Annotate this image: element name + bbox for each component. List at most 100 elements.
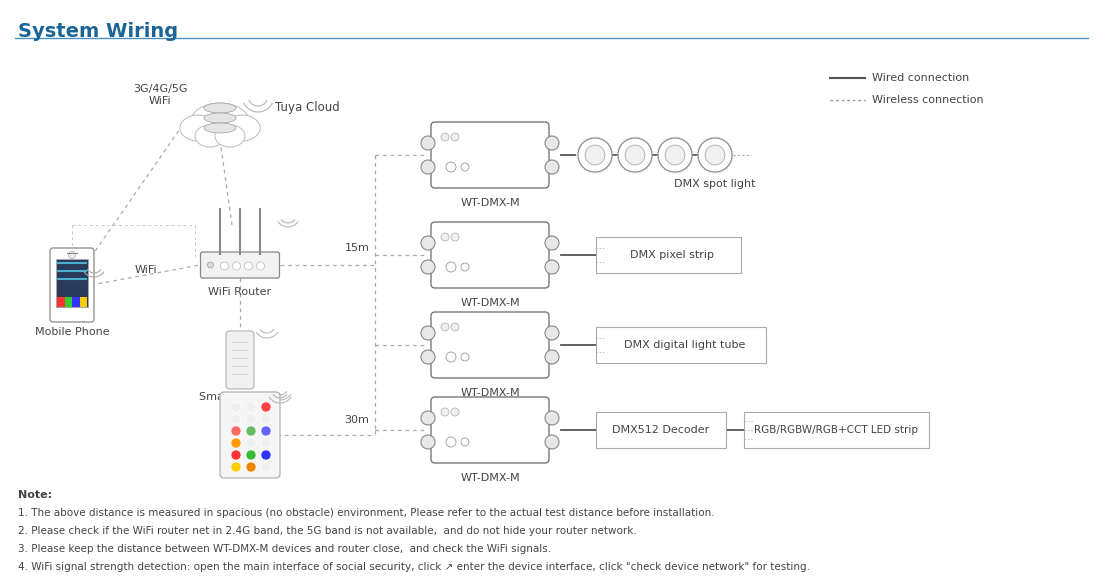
FancyBboxPatch shape	[219, 392, 280, 478]
Circle shape	[246, 426, 256, 436]
Circle shape	[446, 352, 456, 362]
Text: WT-DMX-M: WT-DMX-M	[460, 198, 520, 208]
Bar	[596, 412, 726, 448]
Circle shape	[545, 350, 559, 364]
Bar	[72, 297, 79, 307]
Circle shape	[231, 402, 240, 412]
Circle shape	[68, 252, 75, 259]
Bar	[64, 297, 72, 307]
Circle shape	[441, 323, 449, 331]
Text: WiFi Router: WiFi Router	[208, 287, 271, 297]
Text: Wireless connection: Wireless connection	[872, 95, 984, 105]
Circle shape	[545, 435, 559, 449]
Circle shape	[421, 326, 435, 340]
Bar	[745, 412, 929, 448]
Circle shape	[545, 326, 559, 340]
FancyBboxPatch shape	[431, 122, 549, 188]
Circle shape	[441, 408, 449, 416]
Circle shape	[246, 438, 256, 448]
Ellipse shape	[180, 115, 216, 141]
Circle shape	[246, 414, 256, 424]
Circle shape	[421, 260, 435, 274]
Circle shape	[421, 160, 435, 174]
Circle shape	[261, 438, 271, 448]
Circle shape	[261, 426, 271, 436]
Circle shape	[231, 426, 240, 436]
Ellipse shape	[190, 103, 250, 143]
Circle shape	[545, 160, 559, 174]
Text: Smart speaker: Smart speaker	[200, 392, 281, 402]
Text: Wired connection: Wired connection	[872, 73, 970, 83]
Circle shape	[231, 450, 240, 460]
Ellipse shape	[195, 125, 225, 147]
Circle shape	[461, 438, 469, 446]
Ellipse shape	[204, 113, 236, 123]
Circle shape	[421, 350, 435, 364]
Text: System Wiring: System Wiring	[18, 22, 178, 41]
FancyBboxPatch shape	[201, 252, 279, 278]
Text: 3G/4G/5G
WiFi: 3G/4G/5G WiFi	[132, 84, 188, 106]
Circle shape	[545, 136, 559, 150]
Text: 4. WiFi signal strength detection: open the main interface of social security, c: 4. WiFi signal strength detection: open …	[18, 562, 810, 572]
Circle shape	[245, 262, 253, 270]
Bar	[56, 259, 88, 307]
FancyBboxPatch shape	[50, 248, 94, 322]
Circle shape	[451, 233, 459, 241]
Text: Mobile Phone: Mobile Phone	[34, 327, 109, 337]
Ellipse shape	[215, 125, 245, 147]
Text: RGB/RGBW/RGB+CCT LED strip: RGB/RGBW/RGB+CCT LED strip	[754, 425, 919, 435]
Text: DMX pixel strip: DMX pixel strip	[631, 250, 715, 260]
Circle shape	[461, 263, 469, 271]
Circle shape	[246, 450, 256, 460]
Text: 30m: 30m	[344, 415, 370, 425]
FancyBboxPatch shape	[431, 222, 549, 288]
Circle shape	[698, 138, 732, 172]
Circle shape	[231, 414, 240, 424]
FancyBboxPatch shape	[431, 397, 549, 463]
Bar	[57, 297, 64, 307]
Text: WT-DMX-M: WT-DMX-M	[460, 298, 520, 308]
Circle shape	[441, 233, 449, 241]
Circle shape	[451, 323, 459, 331]
Circle shape	[578, 138, 612, 172]
Circle shape	[421, 411, 435, 425]
Circle shape	[261, 402, 271, 412]
Bar	[79, 297, 87, 307]
Circle shape	[585, 145, 604, 165]
Circle shape	[461, 353, 469, 361]
Circle shape	[246, 462, 256, 472]
Circle shape	[257, 262, 265, 270]
Ellipse shape	[204, 123, 236, 133]
Circle shape	[658, 138, 692, 172]
Circle shape	[421, 236, 435, 250]
Text: Tuya Cloud: Tuya Cloud	[275, 102, 340, 114]
Text: DMX spot light: DMX spot light	[674, 179, 756, 189]
FancyBboxPatch shape	[226, 331, 254, 389]
Circle shape	[705, 145, 725, 165]
Circle shape	[261, 462, 271, 472]
Circle shape	[207, 262, 214, 268]
Text: WT-DMX-M: WT-DMX-M	[460, 388, 520, 398]
Circle shape	[545, 260, 559, 274]
Circle shape	[421, 136, 435, 150]
Text: DMX512 Decoder: DMX512 Decoder	[612, 425, 709, 435]
Text: WiFi: WiFi	[135, 265, 157, 275]
FancyBboxPatch shape	[431, 312, 549, 378]
Ellipse shape	[204, 103, 236, 113]
Circle shape	[625, 145, 645, 165]
Circle shape	[246, 402, 256, 412]
Text: 1. The above distance is measured in spacious (no obstacle) environment, Please : 1. The above distance is measured in spa…	[18, 508, 715, 518]
Ellipse shape	[224, 115, 260, 141]
Circle shape	[421, 435, 435, 449]
Text: DMX digital light tube: DMX digital light tube	[624, 340, 746, 350]
Text: 15m: 15m	[344, 243, 370, 253]
Text: WT-DMX-M: WT-DMX-M	[460, 473, 520, 483]
Circle shape	[261, 450, 271, 460]
Text: Note:: Note:	[18, 490, 52, 500]
Circle shape	[441, 133, 449, 141]
Circle shape	[233, 262, 240, 270]
Circle shape	[545, 411, 559, 425]
Circle shape	[231, 438, 240, 448]
Circle shape	[618, 138, 652, 172]
Text: 2. Please check if the WiFi router net in 2.4G band, the 5G band is not availabl: 2. Please check if the WiFi router net i…	[18, 526, 636, 536]
